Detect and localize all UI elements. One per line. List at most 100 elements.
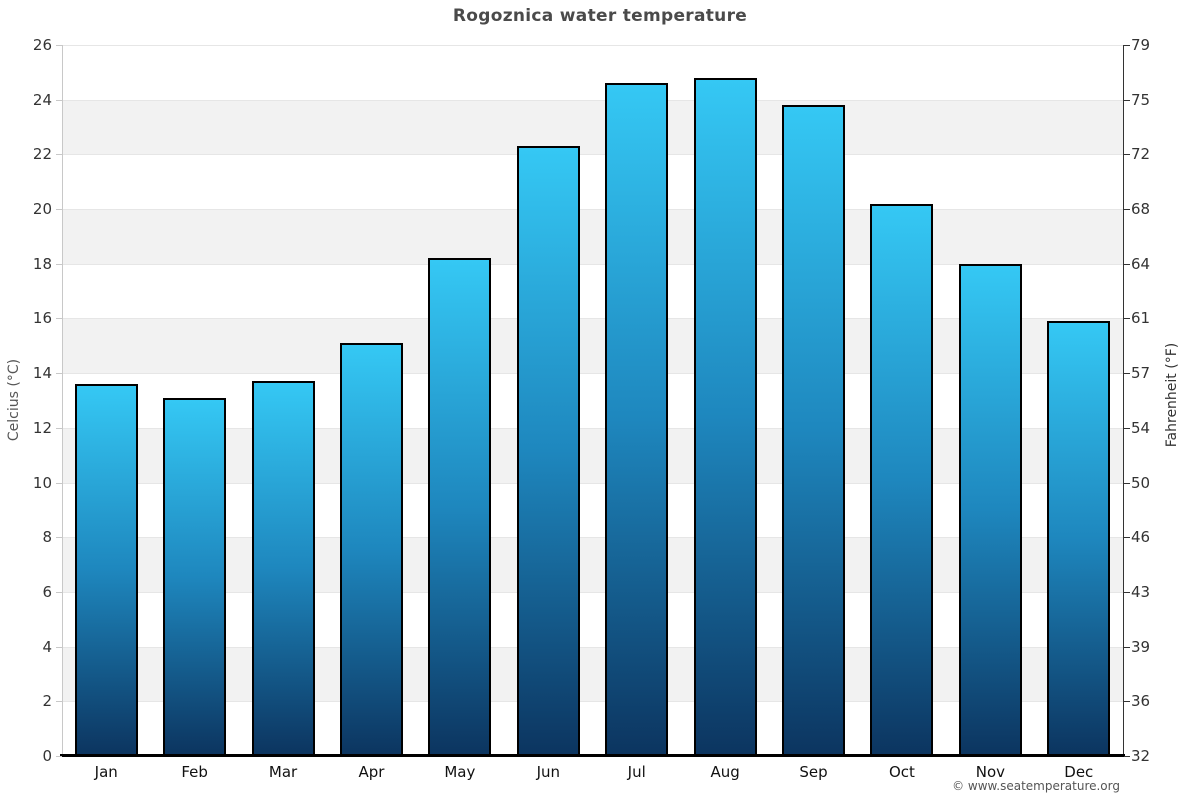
temperature-bar-apr (339, 343, 403, 756)
left-axis-spine (62, 45, 63, 756)
y-tick-mark-left-0 (56, 756, 62, 757)
month-label-feb: Feb (181, 763, 208, 781)
y-tick-mark-left-8 (56, 537, 62, 539)
background-band-18-20 (62, 209, 1123, 264)
y-tick-left-0: 0 (42, 747, 52, 765)
y-tick-right-79: 79 (1131, 36, 1151, 54)
y-tick-mark-left-12 (56, 427, 62, 429)
right-axis-spine (1123, 45, 1124, 756)
month-label-jul: Jul (627, 763, 646, 781)
background-band-22-24 (62, 99, 1123, 155)
gridline-8 (62, 537, 1123, 539)
month-label-jan: Jan (94, 763, 118, 781)
y-tick-mark-right-39 (1124, 646, 1130, 648)
gridline-22 (62, 154, 1123, 156)
y-tick-mark-right-61 (1124, 318, 1130, 320)
y-tick-left-8: 8 (42, 528, 52, 547)
y-tick-mark-right-75 (1124, 99, 1130, 101)
y-tick-left-12: 12 (32, 418, 52, 437)
y-tick-right-57: 57 (1131, 364, 1151, 383)
y-tick-right-46: 46 (1131, 528, 1151, 547)
plot-area (62, 45, 1123, 757)
y-tick-left-10: 10 (32, 473, 52, 492)
y-tick-right-43: 43 (1131, 582, 1151, 601)
background-band-2-4 (62, 646, 1123, 702)
y-tick-mark-left-4 (56, 646, 62, 648)
month-label-dec: Dec (1064, 763, 1094, 781)
temperature-bar-dec (1047, 321, 1111, 756)
y-tick-right-75: 75 (1131, 90, 1151, 109)
background-band-6-8 (62, 537, 1123, 592)
temperature-bar-mar (251, 381, 315, 756)
y-tick-right-64: 64 (1131, 254, 1151, 273)
y-tick-mark-right-68 (1124, 209, 1130, 211)
y-tick-mark-right-50 (1124, 482, 1130, 484)
gridline-6 (62, 591, 1123, 593)
temperature-bar-jun (516, 146, 580, 756)
y-tick-right-61: 61 (1131, 309, 1151, 328)
y-tick-mark-right-46 (1124, 537, 1130, 539)
y-tick-left-22: 22 (32, 145, 52, 164)
background-band-16-18 (62, 263, 1123, 319)
y-tick-mark-left-6 (56, 591, 62, 593)
month-label-aug: Aug (710, 763, 740, 781)
gridline-4 (62, 646, 1123, 648)
y-tick-left-14: 14 (32, 364, 52, 383)
temperature-bar-feb (163, 397, 227, 756)
y-tick-left-24: 24 (32, 90, 52, 109)
temperature-bar-nov (958, 263, 1022, 756)
background-band-4-6 (62, 591, 1123, 647)
y-tick-mark-right-57 (1124, 373, 1130, 375)
y-tick-left-20: 20 (32, 200, 52, 219)
gridline-20 (62, 209, 1123, 211)
background-band-24-26 (62, 45, 1123, 100)
temperature-bar-jan (74, 384, 138, 756)
y-tick-mark-left-26 (56, 45, 62, 46)
y-tick-right-72: 72 (1131, 145, 1151, 164)
y-tick-mark-right-32 (1124, 756, 1130, 757)
y-tick-mark-left-20 (56, 209, 62, 211)
y-tick-mark-right-72 (1124, 154, 1130, 156)
background-band-0-2 (62, 701, 1123, 756)
y-tick-mark-right-54 (1124, 427, 1130, 429)
y-tick-right-36: 36 (1131, 692, 1151, 711)
y-tick-mark-left-16 (56, 318, 62, 320)
chart-title: Rogoznica water temperature (452, 6, 748, 26)
y-tick-left-18: 18 (32, 254, 52, 273)
y-tick-mark-left-2 (56, 701, 62, 703)
month-label-mar: Mar (268, 763, 298, 781)
temperature-bar-jul (605, 83, 669, 756)
month-label-apr: Apr (358, 763, 385, 781)
y-tick-left-6: 6 (42, 582, 52, 601)
y-tick-right-50: 50 (1131, 473, 1151, 492)
temperature-bar-aug (693, 77, 757, 756)
background-band-14-16 (62, 318, 1123, 374)
gridline-12 (62, 427, 1123, 429)
y-tick-mark-left-18 (56, 263, 62, 265)
bottom-axis-line (60, 754, 1125, 757)
y-tick-mark-left-10 (56, 482, 62, 484)
y-tick-mark-right-43 (1124, 591, 1130, 593)
gridline-16 (62, 318, 1123, 320)
gridline-26 (62, 45, 1123, 46)
gridline-14 (62, 373, 1123, 375)
y-tick-mark-left-14 (56, 373, 62, 375)
gridline-24 (62, 99, 1123, 101)
y-tick-mark-right-36 (1124, 701, 1130, 703)
gridline-18 (62, 263, 1123, 265)
y-tick-mark-left-24 (56, 99, 62, 101)
y-tick-left-4: 4 (42, 637, 52, 656)
y-tick-left-16: 16 (32, 309, 52, 328)
temperature-bar-sep (782, 105, 846, 756)
month-label-oct: Oct (888, 763, 915, 781)
y-tick-left-26: 26 (32, 36, 52, 54)
background-band-12-14 (62, 373, 1123, 428)
gridline-10 (62, 482, 1123, 484)
y-tick-mark-right-79 (1124, 45, 1130, 46)
y-tick-right-54: 54 (1131, 418, 1151, 437)
background-band-20-22 (62, 154, 1123, 210)
background-band-10-12 (62, 427, 1123, 483)
y-tick-mark-right-64 (1124, 263, 1130, 265)
y-tick-mark-left-22 (56, 154, 62, 156)
